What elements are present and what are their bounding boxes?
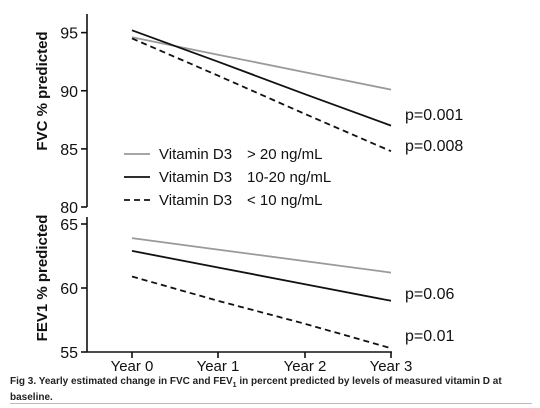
legend-range: > 20 ng/mL bbox=[247, 146, 322, 163]
caption-prefix: Fig 3. Yearly estimated change in FVC an… bbox=[10, 376, 233, 387]
x-tick-label: Year 1 bbox=[197, 358, 240, 372]
series-line-3 bbox=[131, 275, 392, 350]
p-value-label: p=0.008 bbox=[405, 138, 463, 155]
p-value-label: p=0.06 bbox=[405, 286, 454, 303]
panel-fvc: 80 85 90 95 FVC % predicted p=0.001 p=0.008 Vit… bbox=[34, 14, 463, 217]
figure-caption: Fig 3. Yearly estimated change in FVC an… bbox=[10, 376, 530, 404]
y-axis-label: FEV1 % predicted bbox=[34, 215, 51, 342]
y-tick-label: 55 bbox=[60, 345, 78, 362]
x-tick-label: Year 0 bbox=[111, 358, 154, 372]
y-tick-label: 85 bbox=[60, 142, 78, 159]
panel-fev1: 55 60 65 FEV1 % predicted Year 0 Year 1 Year 2… bbox=[34, 215, 454, 372]
legend: Vitamin D3 > 20 ng/mL Vitamin D3 10-20 ng/m… bbox=[124, 146, 331, 209]
caption-divider bbox=[10, 403, 532, 404]
y-tick-label: 95 bbox=[60, 26, 78, 43]
series-line-2 bbox=[131, 29, 392, 127]
y-tick-label: 90 bbox=[60, 84, 78, 101]
caption-subscript: 1 bbox=[232, 382, 237, 389]
x-tick-label: Year 2 bbox=[284, 358, 327, 372]
p-value-label: p=0.01 bbox=[405, 328, 454, 345]
series-line-3 bbox=[131, 37, 392, 153]
y-tick-label: 80 bbox=[60, 200, 78, 217]
legend-label: Vitamin D3 bbox=[159, 146, 232, 163]
y-tick-label: 65 bbox=[60, 217, 78, 234]
legend-label: Vitamin D3 bbox=[159, 169, 232, 186]
legend-label: Vitamin D3 bbox=[159, 192, 232, 209]
legend-range: 10-20 ng/mL bbox=[247, 169, 331, 186]
legend-range: < 10 ng/mL bbox=[247, 192, 322, 209]
series-line-2 bbox=[131, 250, 392, 302]
x-tick-label: Year 3 bbox=[370, 358, 413, 372]
figure-chart: 80 85 90 95 FVC % predicted p=0.001 p=0.008 Vit… bbox=[34, 14, 463, 372]
p-value-label: p=0.001 bbox=[405, 107, 463, 124]
series-line-1 bbox=[131, 237, 392, 274]
y-axis-label: FVC % predicted bbox=[34, 31, 51, 150]
y-tick-label: 60 bbox=[60, 281, 78, 298]
caption-suffix: in percent predicted by levels of measur… bbox=[10, 376, 502, 403]
